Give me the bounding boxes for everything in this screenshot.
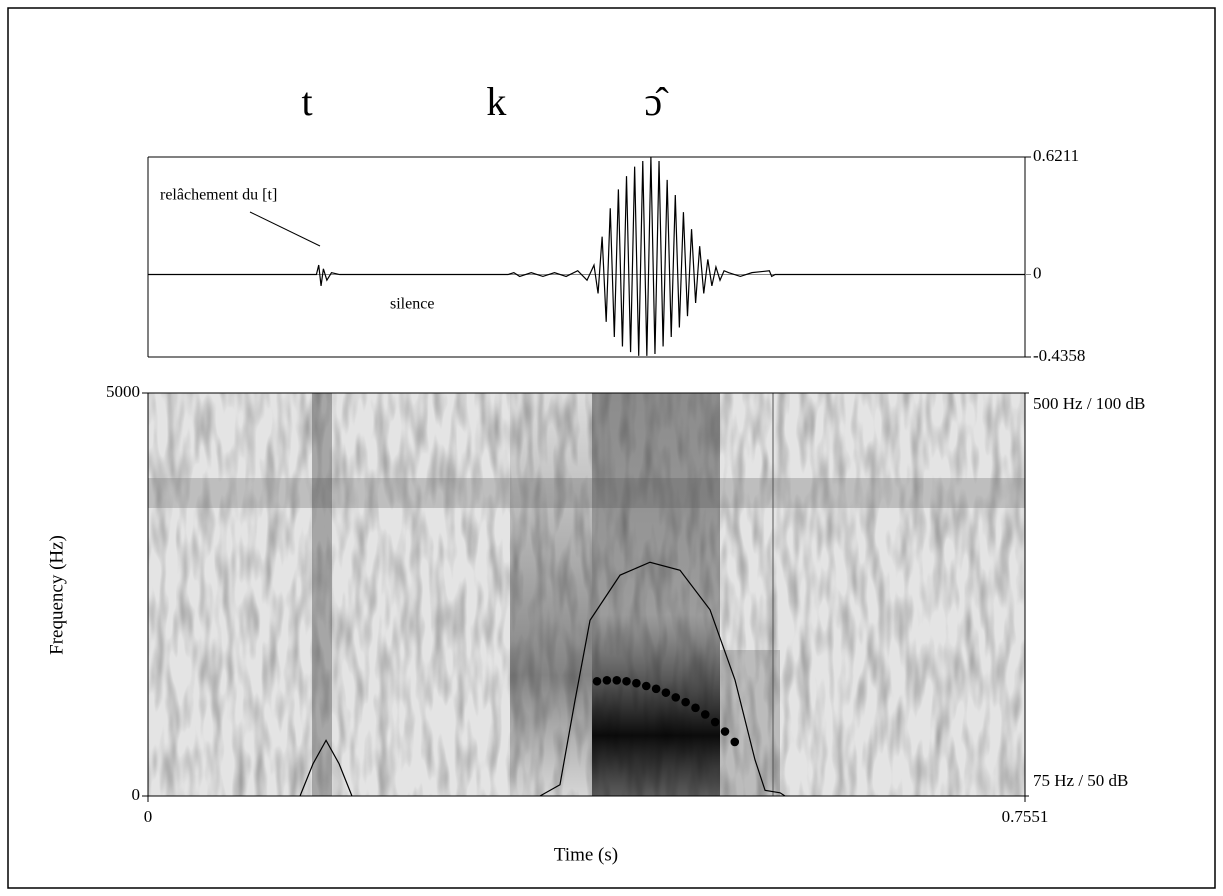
pitch-point	[602, 676, 612, 685]
frame	[7, 7, 1216, 889]
pitch-point	[592, 676, 602, 686]
x-tick-label: 0.7551	[1002, 807, 1049, 826]
y-tick-label: 0	[132, 785, 141, 804]
pitch-point	[720, 727, 730, 736]
segment-label: k	[486, 79, 506, 124]
segment-label: t	[302, 79, 313, 124]
y2-tick-label: 500 Hz / 100 dB	[1033, 394, 1145, 413]
annotation-pointer	[249, 211, 321, 247]
pitch-point	[641, 681, 651, 691]
spectrogram-texture	[148, 393, 1025, 796]
y-tick-label: -0.4358	[1033, 346, 1085, 365]
pitch-point	[730, 737, 740, 747]
pitch-point	[632, 678, 641, 688]
pitch-point	[612, 676, 622, 685]
pitch-point	[681, 697, 690, 707]
pitch-point	[710, 717, 720, 727]
annotation: relâchement du [t]	[160, 187, 277, 204]
y-tick-label: 0	[1033, 263, 1042, 282]
pitch-point	[651, 684, 661, 694]
segment-label: ɔ̂	[644, 79, 669, 124]
y-tick-label: 0.6211	[1033, 146, 1079, 165]
y-tick-label: 5000	[106, 382, 140, 401]
plot-frame	[147, 392, 1026, 797]
waveform	[148, 157, 1025, 356]
y-axis-label: Frequency (Hz)	[46, 535, 67, 655]
intensity-line	[299, 561, 786, 797]
pitch-point	[661, 688, 671, 697]
pitch-point	[622, 676, 631, 686]
pitch-point	[691, 703, 700, 713]
x-tick-label: 0	[144, 807, 153, 826]
x-axis-label: Time (s)	[554, 844, 618, 865]
pitch-point	[671, 693, 681, 702]
pitch-point	[700, 710, 710, 719]
annotation: silence	[390, 296, 434, 313]
y2-tick-label: 75 Hz / 50 dB	[1033, 771, 1128, 790]
